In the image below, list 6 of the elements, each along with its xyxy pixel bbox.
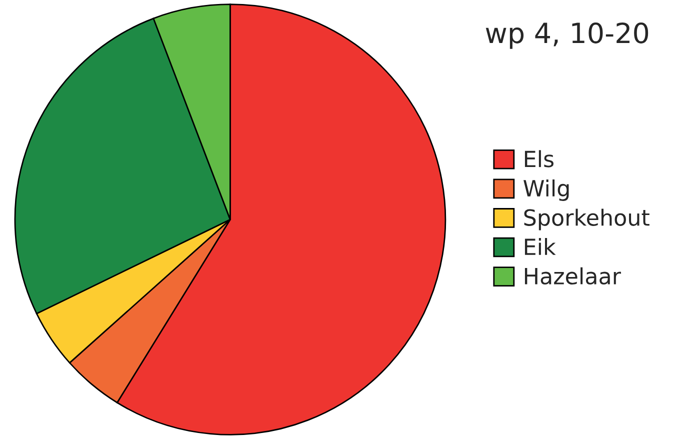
text: wp 4, 10-20 (486, 22, 648, 49)
legend-label: Hazelaar (524, 267, 621, 285)
legend-label: Wilg (524, 179, 569, 201)
legend-label: Eik (524, 238, 556, 255)
legend-label: Els (524, 150, 554, 168)
legend-label: Sporkehout (524, 208, 650, 230)
